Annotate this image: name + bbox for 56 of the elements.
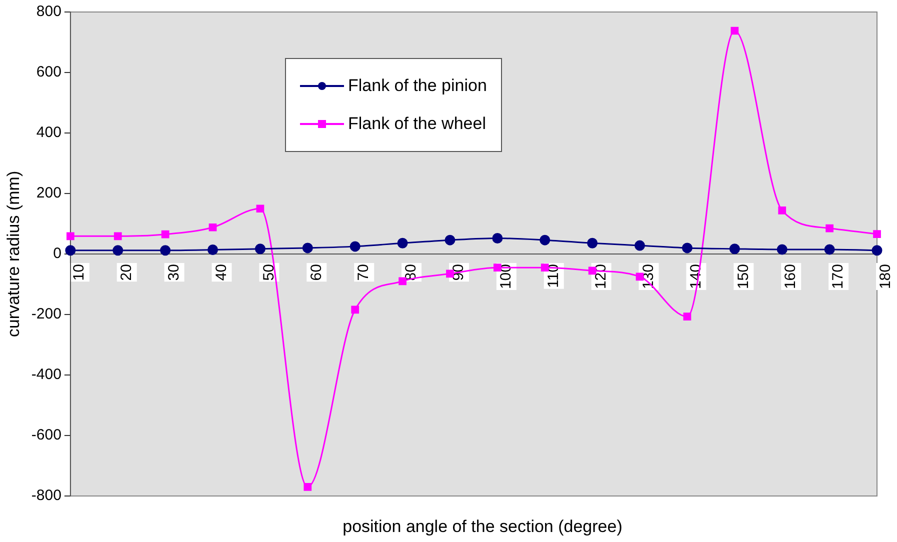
point <box>161 230 170 238</box>
point <box>873 230 881 238</box>
y-tick-label: 800 <box>36 3 62 20</box>
legend-label: Flank of the wheel <box>348 114 486 134</box>
point <box>304 482 312 491</box>
x-tick-label: 180 <box>877 264 894 290</box>
point <box>776 244 788 255</box>
point <box>65 245 76 256</box>
point <box>730 26 739 35</box>
y-tick-label: 400 <box>36 124 62 142</box>
x-tick-label: 170 <box>830 264 847 290</box>
legend-label: Flank of the pinion <box>348 76 487 96</box>
x-tick-label: 40 <box>212 264 230 281</box>
x-tick-label: 150 <box>734 264 752 290</box>
point <box>634 240 646 251</box>
y-axis-title: curvature radius (mm) <box>4 170 23 338</box>
point <box>824 244 835 255</box>
point <box>254 244 266 254</box>
x-tick-label: 10 <box>70 264 88 281</box>
x-tick-label: 90 <box>450 264 468 281</box>
point <box>398 277 406 286</box>
point <box>872 245 882 256</box>
point <box>729 244 740 254</box>
x-axis-title: position angle of the section (degree) <box>342 517 624 537</box>
point <box>826 224 834 232</box>
point <box>587 238 598 248</box>
x-tick-label: 70 <box>355 264 372 281</box>
y-tick-label: -600 <box>31 426 62 444</box>
y-tick-label: -800 <box>31 487 62 504</box>
point <box>66 232 74 240</box>
y-tick-label: 600 <box>36 64 62 81</box>
point <box>160 245 171 256</box>
point <box>350 241 360 252</box>
y-tick-label: -400 <box>31 366 62 384</box>
point <box>114 232 122 240</box>
point <box>208 223 217 232</box>
x-tick-label: 60 <box>308 264 325 281</box>
point <box>397 238 408 248</box>
y-tick-label: 200 <box>36 184 62 202</box>
point <box>112 245 124 256</box>
point <box>540 234 550 246</box>
point <box>682 242 692 254</box>
y-tick-label: -200 <box>31 306 62 323</box>
point <box>778 206 786 214</box>
point <box>256 204 264 213</box>
x-tick-label: 20 <box>118 264 136 281</box>
y-tick-label: 0 <box>53 245 62 262</box>
x-tick-label: 30 <box>165 264 182 281</box>
point <box>444 234 456 246</box>
point <box>208 244 218 256</box>
x-tick-label: 50 <box>260 264 278 281</box>
point <box>302 242 313 254</box>
x-tick-label: 160 <box>782 264 800 290</box>
point <box>683 312 692 321</box>
point <box>351 306 360 314</box>
point <box>492 233 503 244</box>
